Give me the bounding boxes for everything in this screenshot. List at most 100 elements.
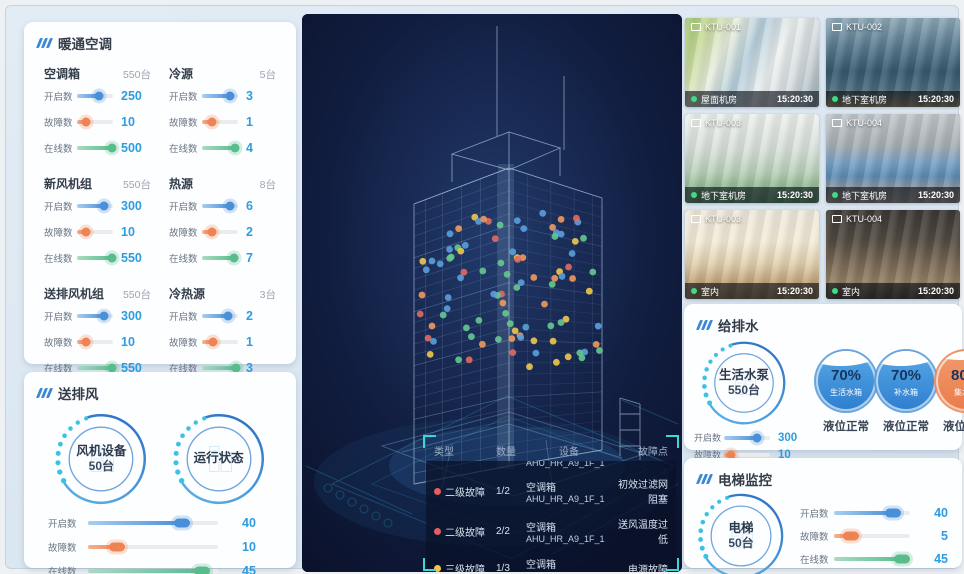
- tank-percent: 70%: [830, 367, 862, 384]
- tank-percent: 80%: [950, 367, 964, 384]
- water-wave: [936, 351, 964, 366]
- slider-track: [77, 117, 113, 127]
- status-dots: [416, 209, 603, 371]
- col-count: 数量: [496, 447, 516, 458]
- fault-row[interactable]: 二级故障 2/2 空调箱 AHU_HR_A9_1F_1 送风温度过低: [426, 511, 676, 551]
- panel-slashes-icon: [35, 388, 54, 398]
- stat-slider: 开启数 250: [44, 83, 151, 109]
- corner-bracket: [423, 435, 436, 448]
- slider-track: [88, 566, 218, 574]
- stat-slider: 故障数 1: [169, 329, 276, 355]
- building-3d-view[interactable]: 类型 数量 设备 故障点 AHU_HR_A9_1F_1 二级故障 1/2 空调箱 AH…: [302, 14, 682, 572]
- fault-type: 二级故障: [445, 487, 485, 499]
- slider-handle: [107, 253, 117, 263]
- stat-slider: 在线数 45: [800, 548, 948, 571]
- slider-label: 故障数: [44, 338, 73, 349]
- slider-handle: [885, 508, 902, 518]
- stat-slider: 开启数 3: [169, 83, 276, 109]
- tower-edges: [413, 26, 641, 485]
- hvac-group: 热源 8台 开启数 6 故障数 2 在线数 7: [169, 171, 276, 271]
- camera-timestamp: 15:20:30: [776, 286, 813, 296]
- slider-label: 在线数: [169, 144, 198, 155]
- slider-label: 在线数: [800, 555, 829, 566]
- slider-value: 5: [941, 529, 948, 543]
- hvac-panel-title: 暖通空调: [58, 37, 112, 52]
- fault-table-body: AHU_HR_A9_1F_1 二级故障 1/2 空调箱 AHU_HR_A9_1F_1 初…: [426, 461, 676, 572]
- slider-handle: [107, 143, 117, 153]
- gauge-subtitle: 50台: [728, 536, 754, 551]
- slider-value: 45: [242, 564, 256, 574]
- camera-location: 室内: [842, 286, 861, 297]
- slider-label: 在线数: [44, 144, 73, 155]
- camera-feed[interactable]: KTU-002 地下室机房 15:20:30: [826, 18, 960, 107]
- stat-slider: 故障数 10: [694, 446, 806, 463]
- camera-feed[interactable]: KTU-003 地下室机房 15:20:30: [685, 114, 819, 203]
- slider-label: 开启数: [44, 202, 73, 213]
- camera-location: 屋面机房: [701, 94, 738, 105]
- device-type: 空调箱: [526, 482, 556, 494]
- slider-track: [834, 531, 910, 541]
- water-panel-title: 给排水: [718, 319, 759, 334]
- tank-name: 补水箱: [894, 388, 918, 397]
- stat-slider: 在线数 45: [48, 559, 276, 574]
- slider-handle: [99, 311, 109, 321]
- slider-value: 45: [934, 552, 948, 566]
- slider-value: 3: [246, 89, 253, 103]
- slider-track: [202, 337, 238, 347]
- stat-slider: 故障数 10: [44, 329, 151, 355]
- gauge-title: 电梯: [728, 520, 754, 535]
- slider-handle: [208, 337, 218, 347]
- group-total: 550台: [122, 69, 151, 81]
- slider-label: 开启数: [169, 312, 198, 323]
- camera-feed[interactable]: KTU-003 室内 15:20:30: [685, 210, 819, 299]
- slider-label: 在线数: [169, 254, 198, 265]
- slider-label: 在线数: [44, 364, 73, 375]
- camera-id: KTU-003: [691, 118, 741, 128]
- camera-timestamp: 15:20:30: [917, 94, 954, 104]
- ring-gauge: 风机设备 50台: [51, 409, 151, 509]
- slider-label: 故障数: [48, 543, 77, 554]
- camera-feed[interactable]: KTU-004 室内 15:20:30: [826, 210, 960, 299]
- hvac-group: 新风机组 550台 开启数 300 故障数 10 在线数 550: [44, 171, 151, 271]
- live-dot-icon: [832, 192, 838, 198]
- camera-timestamp: 15:20:30: [917, 190, 954, 200]
- slider-handle: [81, 227, 91, 237]
- slider-value: 550: [121, 251, 142, 265]
- group-total: 550台: [122, 179, 151, 191]
- fault-row[interactable]: 二级故障 1/2 空调箱 AHU_HR_A9_1F_1 初效过滤网阻塞: [426, 471, 676, 511]
- group-name: 热源: [169, 177, 194, 191]
- camera-icon: [691, 215, 701, 223]
- stat-slider: 开启数 6: [169, 193, 276, 219]
- fault-type: 二级故障: [445, 527, 485, 539]
- slider-track: [202, 117, 238, 127]
- camera-location: 地下室机房: [842, 190, 888, 201]
- fan-panel: 送排风 风机设备 50台 运行状态 开启数 40 故障数 10 在线数 45: [24, 372, 296, 574]
- slider-handle: [225, 91, 235, 101]
- panel-slashes-icon: [695, 320, 714, 330]
- slider-track: [77, 201, 113, 211]
- hvac-panel-header: 暖通空调: [24, 22, 296, 53]
- slider-track: [202, 91, 238, 101]
- camera-timestamp: 15:20:30: [776, 190, 813, 200]
- camera-id: KTU-001: [691, 22, 741, 32]
- camera-feed[interactable]: KTU-001 屋面机房 15:20:30: [685, 18, 819, 107]
- camera-status-bar: 室内 15:20:30: [685, 283, 819, 299]
- stat-slider: 故障数 10: [44, 219, 151, 245]
- slider-handle: [207, 117, 217, 127]
- slider-value: 10: [242, 540, 256, 554]
- fault-level-dot: [434, 487, 441, 495]
- slider-value: 40: [242, 516, 256, 530]
- slider-track: [77, 363, 117, 373]
- live-dot-icon: [691, 288, 697, 294]
- camera-status-bar: 地下室机房 15:20:30: [826, 91, 960, 107]
- slider-value: 300: [778, 431, 798, 444]
- fault-point: 送风温度过低: [618, 520, 668, 546]
- slider-value: 500: [121, 141, 142, 155]
- slider-handle: [229, 253, 239, 263]
- camera-feed[interactable]: KTU-004 地下室机房 15:20:30: [826, 114, 960, 203]
- stat-slider: 在线数 550: [44, 355, 151, 381]
- slider-track: [202, 363, 241, 373]
- slider-value: 300: [121, 199, 142, 213]
